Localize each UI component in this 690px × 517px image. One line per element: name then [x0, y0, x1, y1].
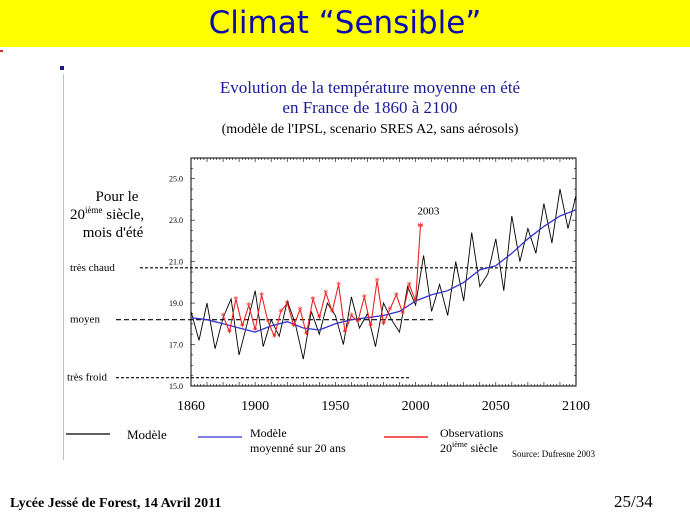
chart-title: Evolution de la température moyenne en é…	[220, 78, 520, 97]
observation-point: *	[227, 328, 232, 339]
y-tick-label: 21.0	[169, 258, 183, 267]
observation-point: *	[278, 307, 283, 318]
observation-point: *	[272, 332, 277, 343]
y-tick-label: 17.0	[169, 341, 183, 350]
annotation-2003-star: *	[417, 220, 424, 235]
y-tick-label: 25.0	[169, 175, 183, 184]
legend-model-label: Modèle	[127, 427, 167, 442]
reference-lines: très chaud moyen très froid	[67, 262, 576, 384]
observation-point: *	[368, 322, 373, 333]
page-number: 25/34	[614, 492, 653, 511]
slide-title: Climat “Sensible”	[208, 5, 482, 41]
observation-point: *	[418, 222, 423, 233]
x-tick-label: 2050	[482, 399, 510, 414]
left-note-line2: 20ième siècle,	[70, 205, 144, 223]
margin-line	[63, 74, 64, 460]
x-tick-label: 1860	[177, 399, 205, 414]
reference-line-label: moyen	[70, 314, 100, 326]
y-tick-label: 19.0	[169, 299, 183, 308]
observation-point: *	[349, 312, 354, 323]
legend-obs-sup: ième	[452, 440, 468, 449]
observation-point: *	[400, 309, 405, 320]
bullet-mark	[60, 66, 64, 70]
legend-obs-line1: Observations	[440, 426, 504, 440]
corner-mark	[0, 50, 3, 52]
series-20yr-mean-line	[190, 209, 577, 333]
observation-point: *	[407, 280, 412, 291]
chart-source: Source: Dufresne 2003	[512, 449, 595, 459]
x-tick-label: 2000	[402, 399, 430, 414]
legend-obs-line2: 20ième siècle	[440, 440, 498, 455]
title-bar	[0, 0, 690, 47]
legend-mean-line2: moyenné sur 20 ans	[250, 441, 346, 455]
left-note-twenty: 20	[70, 207, 85, 223]
observation-point: *	[330, 307, 335, 318]
observation-point: *	[259, 291, 264, 302]
annotation-2003-label: 2003	[417, 205, 440, 217]
legend-obs-twenty: 20	[440, 441, 452, 455]
observation-point: *	[355, 318, 360, 329]
observation-point: *	[266, 318, 271, 329]
observation-point: *	[304, 330, 309, 341]
observation-point: *	[246, 301, 251, 312]
left-note-line1: Pour le	[96, 189, 139, 205]
y-tick-label: 23.0	[169, 216, 183, 225]
legend-mean-line1: Modèle	[250, 426, 287, 440]
observation-point: *	[221, 312, 226, 323]
x-tick-label: 1950	[321, 399, 349, 414]
observation-point: *	[253, 326, 258, 337]
observation-point: *	[233, 295, 238, 306]
x-tick-label: 1900	[241, 399, 269, 414]
reference-line-label: très froid	[67, 372, 108, 384]
footer-school-date: Lycée Jessé de Forest, 14 Avril 2011	[10, 496, 222, 511]
left-note-line3: mois d'été	[83, 225, 144, 241]
observation-point: *	[298, 305, 303, 316]
observation-point: *	[240, 322, 245, 333]
observation-point: *	[387, 305, 392, 316]
observation-point: *	[362, 293, 367, 304]
left-note-sup: ième	[85, 205, 103, 215]
observation-point: *	[285, 299, 290, 310]
y-axis-ticks: 15.0 17.0 19.0 21.0 23.0 25.0	[169, 175, 183, 391]
observation-point: *	[413, 297, 418, 308]
observation-point: *	[310, 295, 315, 306]
observation-point: *	[381, 320, 386, 331]
plot-frame	[190, 157, 577, 387]
left-note-siecle: siècle,	[103, 207, 145, 223]
y-tick-label: 15.0	[169, 382, 183, 391]
legend-obs-siecle: siècle	[468, 441, 498, 455]
x-tick-label: 2100	[562, 399, 590, 414]
observation-point: *	[323, 289, 328, 300]
chart-title-line2: en France de 1860 à 2100	[282, 98, 457, 117]
observation-point: *	[375, 276, 380, 287]
chart-subtitle: (modèle de l'IPSL, scenario SRES A2, san…	[222, 122, 519, 137]
x-axis-ticks: 1860 1900 1950 2000 2050 2100	[177, 399, 590, 414]
observation-point: *	[394, 291, 399, 302]
series-observations-line	[222, 226, 421, 338]
reference-line-label: très chaud	[70, 262, 115, 274]
observation-point: *	[291, 322, 296, 333]
series-model-line	[190, 189, 577, 360]
observation-point: *	[336, 280, 341, 291]
observation-point: *	[343, 328, 348, 339]
frame-ticks	[190, 157, 577, 387]
observation-point: *	[317, 314, 322, 325]
series-layer: ********************************	[190, 189, 577, 360]
